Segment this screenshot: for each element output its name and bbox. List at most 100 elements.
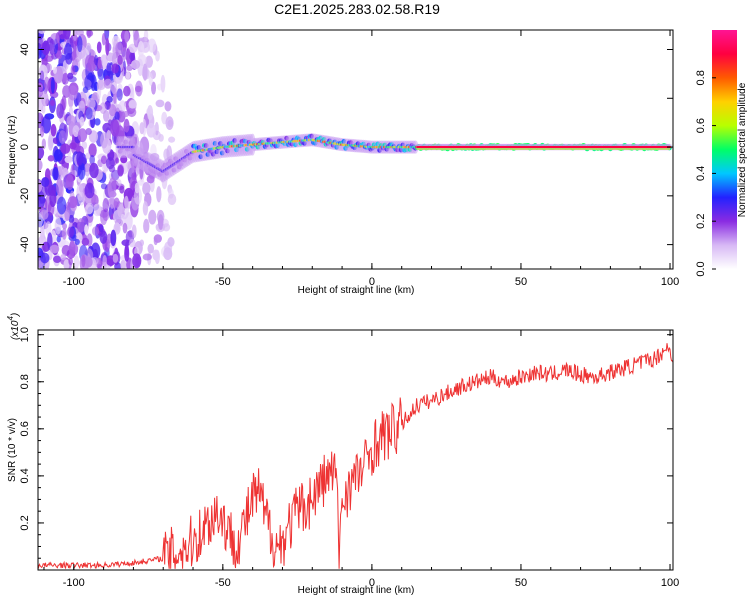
noise-blob: [63, 30, 71, 40]
snr-series-line: [38, 343, 673, 570]
noise-blob: [106, 62, 112, 76]
spectrogram-x-ticks: -100 -50 0 50 100: [43, 30, 679, 288]
noise-blob: [115, 157, 120, 164]
noise-blob: [55, 50, 63, 60]
noise-blob: [39, 125, 45, 138]
noise-blob: [56, 196, 67, 215]
noise-blob: [86, 30, 94, 37]
noise-blob: [47, 232, 53, 251]
noise-blob: [128, 238, 136, 248]
noise-blob: [65, 201, 71, 211]
noise-blob: [162, 223, 171, 232]
noise-blob: [115, 41, 124, 55]
noise-blob: [50, 99, 55, 106]
noise-blob: [86, 97, 96, 110]
noise-blob: [52, 166, 59, 181]
noise-blob: [154, 249, 160, 265]
noise-blob: [139, 122, 145, 135]
noise-blob: [163, 247, 173, 261]
noise-blob: [134, 182, 140, 194]
noise-blob: [131, 172, 137, 181]
snr-multiplier-base: (x10: [10, 320, 21, 340]
noise-blob: [143, 30, 149, 42]
noise-blob: [56, 235, 61, 243]
noise-blob: [108, 104, 117, 117]
noise-blob: [137, 41, 145, 58]
noise-blob: [100, 155, 107, 165]
noise-blob: [64, 206, 70, 221]
noise-blob: [131, 224, 137, 239]
noise-blob: [110, 229, 117, 247]
noise-blob: [100, 132, 108, 149]
noise-blob: [119, 185, 125, 194]
noise-blob: [124, 245, 130, 262]
noise-blob: [93, 203, 102, 217]
noise-blob: [64, 156, 73, 164]
noise-blob: [49, 38, 55, 56]
chart-title: C2E1.2025.283.02.58.R19: [274, 1, 440, 17]
noise-blob: [77, 218, 85, 233]
noise-blob: [121, 239, 131, 247]
colorbar-ticks: 0.0 0.2 0.4 0.6 0.8: [695, 70, 716, 277]
spectrogram-frame: [37, 29, 674, 270]
noise-blob: [85, 107, 93, 120]
noise-blob: [74, 238, 80, 246]
noise-blob: [38, 85, 44, 98]
noise-blob: [58, 130, 67, 144]
colorbar-label: Normalized spectral amplitude: [737, 82, 748, 217]
spectrogram-xtick-label: 100: [661, 276, 679, 288]
noise-blob: [79, 116, 85, 127]
colorbar-tick-label: 0.2: [695, 214, 707, 229]
noise-blob: [56, 103, 64, 119]
noise-blob: [40, 186, 48, 197]
noise-blob: [88, 143, 97, 158]
noise-blob: [128, 99, 137, 109]
spectrogram-ytick-label: 40: [19, 43, 31, 55]
noise-blob: [123, 118, 130, 133]
snr-xtick-label: 50: [515, 577, 527, 589]
noise-blob: [63, 259, 70, 269]
noise-blob: [106, 95, 113, 103]
noise-blob: [124, 195, 129, 209]
snr-ytick-label: 0.4: [19, 468, 31, 483]
snr-xtick-label: 100: [661, 577, 679, 589]
snr-multiplier-exp: 4: [6, 316, 15, 321]
colorbar-tick-label: 0.0: [695, 261, 707, 276]
noise-blob: [129, 52, 136, 61]
noise-blob: [117, 164, 124, 177]
noise-blob: [45, 221, 52, 236]
noise-blob: [112, 253, 119, 263]
spectrogram-ytick-label: 0: [19, 144, 31, 150]
noise-blob: [126, 64, 133, 71]
noise-blob: [66, 115, 76, 126]
noise-blob: [61, 227, 67, 240]
noise-blob: [111, 63, 119, 74]
noise-blob: [66, 226, 75, 238]
noise-blob: [121, 47, 128, 60]
spectrogram-y-axis-title: Frequency (Hz): [7, 116, 18, 185]
spectrogram-y-ticks: -40 -20 0 20 40: [19, 36, 673, 270]
spectrogram-ytick-label: -20: [19, 188, 31, 204]
noise-blob: [64, 42, 73, 60]
noise-blob: [142, 201, 149, 216]
noise-blob: [142, 63, 148, 81]
noise-blob: [101, 33, 106, 46]
noise-blob: [99, 230, 108, 244]
spectrogram-ytick-label: 20: [19, 92, 31, 104]
noise-blob: [84, 75, 93, 91]
noise-blob: [155, 50, 160, 62]
noise-blob: [67, 72, 74, 80]
colorbar-gradient: [712, 30, 737, 269]
snr-ytick-label: 0.6: [19, 421, 31, 436]
noise-blob: [164, 101, 172, 112]
noise-blob: [81, 254, 86, 268]
snr-xtick-label: -100: [63, 577, 85, 589]
noise-blob: [41, 105, 46, 114]
noise-blob: [67, 85, 78, 101]
spectrogram-xtick-label: -50: [215, 276, 231, 288]
noise-blob: [122, 222, 128, 234]
noise-blob: [41, 91, 49, 107]
noise-blob: [70, 65, 76, 76]
spectrogram-xtick-label: 0: [369, 276, 375, 288]
